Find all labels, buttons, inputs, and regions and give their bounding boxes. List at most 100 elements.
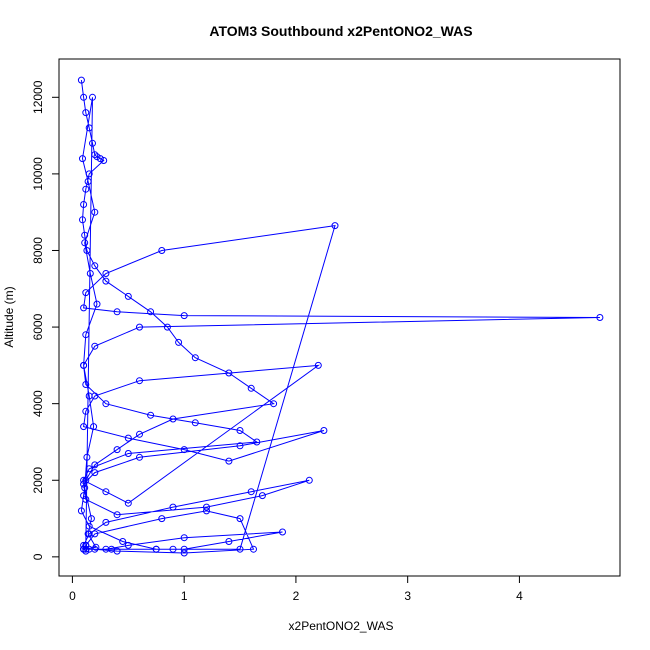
data-point: [100, 157, 108, 164]
data-point: [236, 442, 244, 450]
data-point: [124, 292, 132, 300]
data-point: [82, 495, 90, 503]
data-point: [91, 469, 99, 477]
x-tick-label: 0: [69, 589, 76, 603]
data-point: [169, 545, 177, 553]
data-point: [91, 208, 99, 216]
data-point: [119, 538, 127, 545]
chart-title: ATOM3 Southbound x2PentONO2_WAS: [209, 23, 472, 39]
data-point: [136, 453, 143, 461]
data-point: [82, 109, 90, 117]
data-point: [236, 515, 244, 523]
data-point: [203, 507, 210, 515]
data-point: [180, 446, 188, 454]
data-point: [320, 427, 328, 434]
data-point: [80, 423, 88, 431]
data-point: [81, 239, 89, 247]
data-point: [158, 515, 166, 523]
data-point: [81, 231, 89, 239]
data-point: [113, 446, 121, 454]
data-point: [124, 434, 132, 442]
data-point: [158, 247, 166, 254]
data-point: [180, 534, 188, 542]
data-point: [247, 488, 255, 496]
data-point: [82, 476, 90, 484]
data-point: [80, 545, 88, 553]
data-point: [85, 392, 93, 400]
data-point: [79, 216, 86, 224]
data-point: [77, 507, 85, 515]
data-point: [236, 545, 244, 553]
data-point: [102, 518, 110, 526]
data-point: [253, 438, 261, 446]
data-point: [102, 270, 110, 277]
data-point: [80, 492, 88, 500]
data-point: [113, 547, 121, 555]
data-point: [163, 323, 171, 331]
data-point: [83, 453, 91, 461]
data-point: [93, 300, 101, 308]
y-axis-label: Altitude (m): [2, 286, 16, 347]
data-point: [147, 308, 155, 316]
data-point: [180, 549, 188, 557]
data-point: [91, 530, 99, 538]
data-point: [91, 151, 99, 159]
x-axis-label: x2PentONO2_WAS: [289, 619, 394, 633]
data-point: [180, 545, 188, 553]
y-tick-label: 8000: [31, 237, 45, 264]
data-point: [136, 430, 143, 438]
data-point: [136, 323, 143, 331]
data-point: [102, 545, 110, 553]
x-tick-label: 2: [293, 589, 300, 603]
data-point: [314, 361, 322, 369]
data-point: [91, 461, 99, 469]
data-point: [80, 361, 88, 369]
data-point: [84, 178, 92, 185]
y-tick-label: 0: [31, 553, 45, 560]
data-point: [169, 415, 177, 423]
data-point: [81, 484, 89, 492]
data-point: [82, 381, 90, 388]
data-point: [113, 511, 121, 519]
data-point: [191, 354, 199, 362]
data-point: [84, 530, 92, 538]
data-point: [85, 465, 93, 473]
data-point: [225, 457, 233, 465]
y-tick-label: 10000: [31, 157, 45, 191]
data-point: [79, 155, 86, 163]
data-point: [92, 543, 100, 551]
data-point: [83, 247, 91, 254]
y-tick-label: 2000: [31, 467, 45, 494]
y-tick-label: 4000: [31, 390, 45, 417]
data-point: [136, 377, 143, 385]
data-point: [124, 499, 132, 507]
x-axis: 0 1 2 3 4: [69, 575, 523, 603]
data-point: [82, 545, 90, 553]
data-point: [82, 289, 90, 297]
data-point: [250, 545, 257, 553]
series-line: [80, 80, 600, 554]
data-point: [113, 308, 121, 316]
data-point: [91, 262, 99, 270]
data-point: [87, 515, 95, 523]
data-point: [247, 384, 255, 392]
data-point: [124, 450, 132, 457]
data-point: [236, 427, 244, 434]
data-point: [77, 76, 85, 84]
data-point: [203, 503, 210, 511]
data-point: [175, 338, 183, 346]
data-point: [96, 155, 104, 163]
data-point: [91, 342, 99, 350]
data-point: [147, 411, 155, 419]
data-point: [86, 270, 94, 277]
data-point: [82, 331, 90, 339]
data-point: [89, 93, 96, 101]
data-point: [331, 222, 339, 230]
data-point: [169, 503, 177, 511]
data-point: [85, 170, 93, 178]
data-point: [102, 277, 110, 285]
data-point: [85, 522, 93, 530]
data-point: [80, 201, 88, 208]
x-tick-label: 1: [181, 589, 188, 603]
data-point: [82, 185, 90, 193]
